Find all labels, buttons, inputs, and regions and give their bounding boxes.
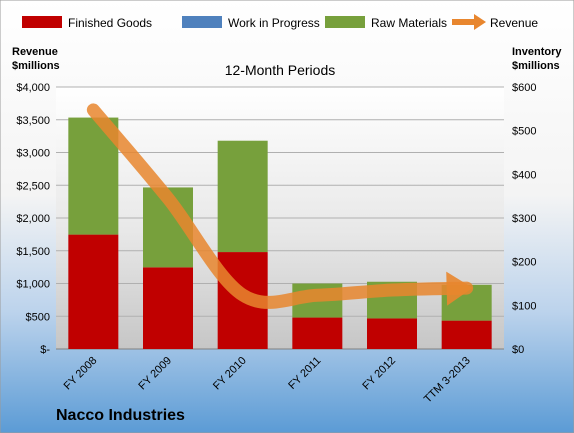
legend-label-finished-goods: Finished Goods [68, 16, 152, 30]
right-tick-label: $600 [512, 82, 536, 94]
revenue-line-layer [86, 103, 474, 309]
left-tick-label: $- [40, 344, 50, 356]
left-axis-title-line2: $millions [12, 60, 60, 72]
left-tick-label: $1,500 [16, 246, 50, 258]
right-tick-label: $0 [512, 344, 524, 356]
left-tick-label: $500 [26, 311, 50, 323]
right-tick-label: $200 [512, 257, 536, 269]
revenue-line [86, 103, 474, 309]
legend-swatch-work-in-progress [182, 16, 222, 28]
left-tick-label: $2,500 [16, 180, 50, 192]
legend-label-raw-materials: Raw Materials [371, 16, 447, 30]
right-axis-title-line1: Inventory [512, 46, 562, 58]
left-axis: $- $500 $1,000 $1,500 $2,000 $2,500 $3,000 $3,5… [16, 82, 50, 356]
right-axis-title-line2: $millions [512, 60, 560, 72]
bar-finished-goods [292, 317, 343, 349]
legend-swatch-raw-materials [325, 16, 365, 28]
left-tick-label: $4,000 [16, 82, 50, 94]
right-tick-label: $300 [512, 213, 536, 225]
right-axis: $0 $100 $200 $300 $400 $500 $600 [512, 82, 536, 356]
legend-arrow-revenue [474, 14, 486, 30]
revenue-arrowhead [446, 271, 473, 306]
left-tick-label: $3,500 [16, 115, 50, 127]
company-name: Nacco Industries [56, 407, 185, 424]
right-tick-label: $400 [512, 169, 536, 181]
legend-swatch-finished-goods [22, 16, 62, 28]
bar-raw-materials [217, 140, 268, 253]
bar-finished-goods [143, 267, 193, 349]
bar-finished-goods [441, 320, 492, 349]
left-tick-label: $1,000 [16, 279, 50, 291]
bars [68, 117, 492, 349]
left-tick-label: $2,000 [16, 213, 50, 225]
left-tick-label: $3,000 [16, 148, 50, 160]
bar-finished-goods [68, 234, 119, 349]
legend: Finished Goods Work in Progress Raw Materi… [22, 14, 538, 30]
right-tick-label: $100 [512, 300, 536, 312]
bar-finished-goods [367, 318, 417, 349]
right-tick-label: $500 [512, 126, 536, 138]
legend-label-revenue: Revenue [490, 16, 538, 30]
legend-label-work-in-progress: Work in Progress [228, 16, 320, 30]
chart-title: 12-Month Periods [225, 62, 336, 78]
left-axis-title-line1: Revenue [12, 46, 58, 58]
